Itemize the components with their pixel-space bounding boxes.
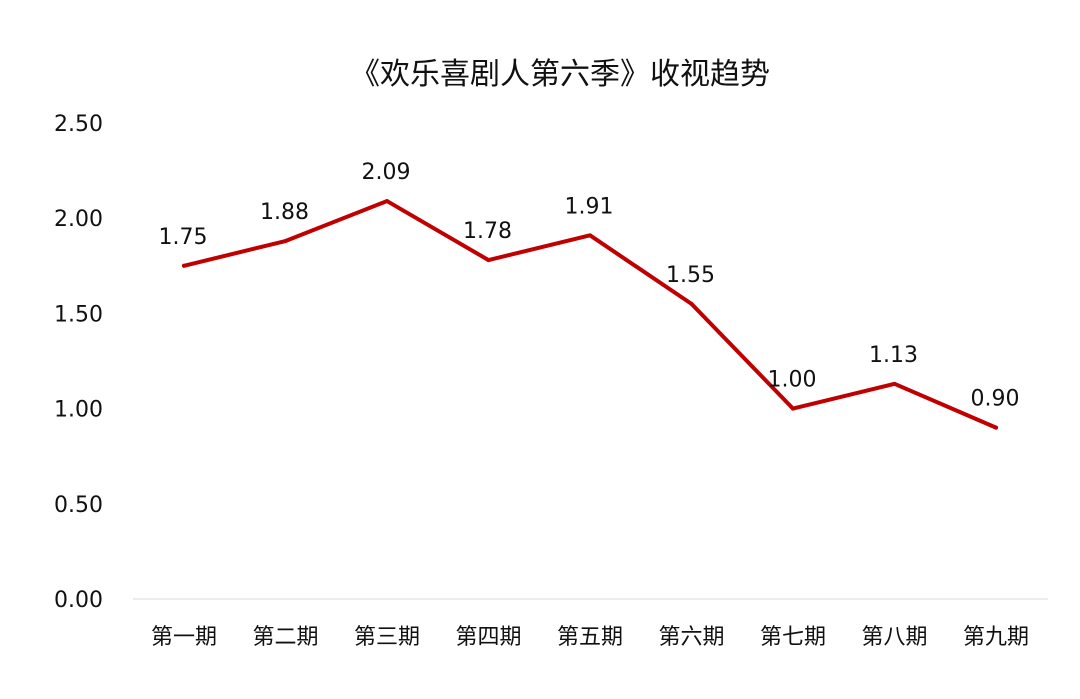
data-label: 1.88 [260,200,309,225]
x-tick-label: 第三期 [354,625,420,650]
y-tick-label: 1.00 [54,398,103,423]
data-point [182,263,186,268]
y-axis: 0.00 0.50 1.00 1.50 2.00 2.50 [54,112,103,613]
data-label-layer: 1.75 1.88 2.09 1.78 1.91 1.55 1.00 1.13 0.90 [159,160,1020,412]
data-point [283,239,288,244]
data-label: 0.90 [971,387,1020,412]
x-tick-label: 第七期 [760,625,826,650]
data-label: 1.75 [159,225,208,250]
x-axis: 第一期 第二期 第三期 第四期 第五期 第六期 第七期 第八期 第九期 [133,598,1048,650]
y-tick-label: 0.50 [54,493,103,518]
series-layer [182,199,998,430]
data-point [385,199,389,204]
y-tick-label: 0.00 [54,588,103,613]
data-point [588,233,592,238]
data-point [791,406,795,411]
y-tick-label: 1.50 [54,302,103,327]
x-tick-label: 第六期 [658,625,724,650]
data-label: 1.55 [666,263,715,288]
y-tick-label: 2.00 [54,207,103,232]
data-point [486,258,491,263]
data-point [994,425,998,430]
x-tick-label: 第五期 [557,625,623,650]
y-tick-label: 2.50 [54,112,103,137]
data-label: 1.91 [565,194,614,219]
data-point [892,381,897,386]
x-tick-label: 第八期 [861,625,927,650]
data-point [689,301,694,306]
x-tick-label: 第一期 [151,625,217,650]
data-label: 1.13 [869,343,918,368]
x-tick-label: 第四期 [455,625,521,650]
data-label: 2.09 [362,160,411,185]
data-label: 1.78 [463,219,512,244]
chart-title: 《欢乐喜剧人第六季》收视趋势 [350,57,770,92]
x-tick-label: 第二期 [252,625,318,650]
data-label: 1.00 [768,368,817,393]
x-tick-label: 第九期 [963,625,1029,650]
